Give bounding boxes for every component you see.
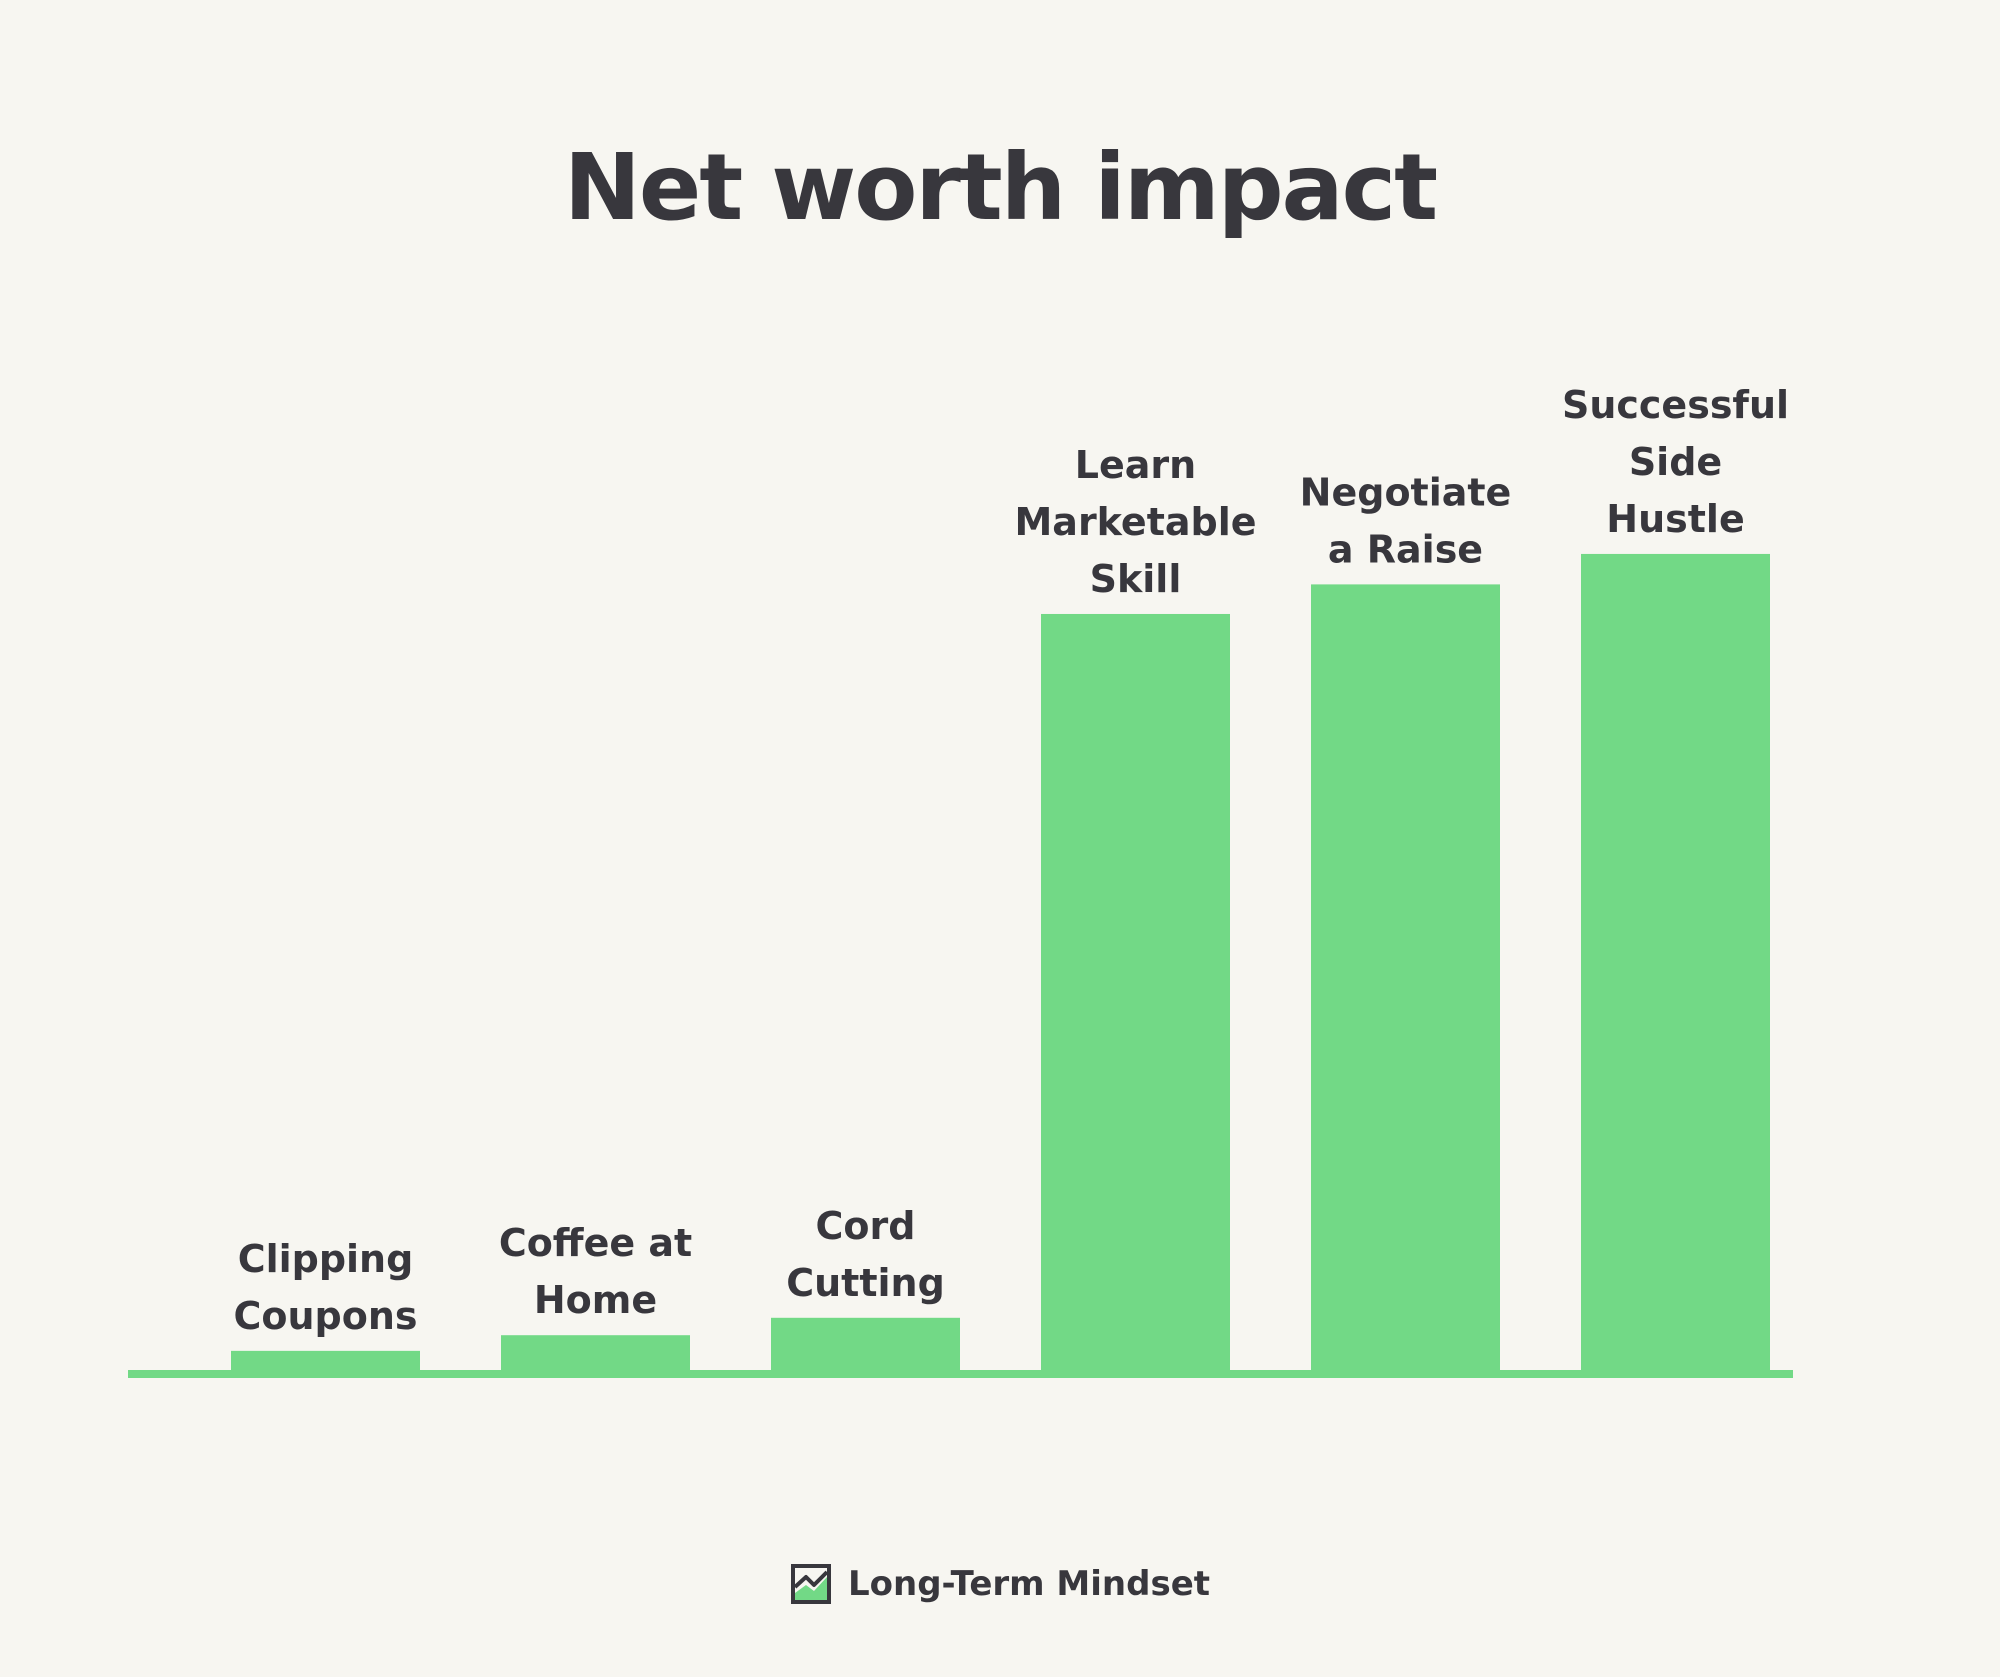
bar-label-line: Cutting [786, 1261, 945, 1305]
bar-label-line: a Raise [1328, 527, 1483, 571]
bar-4 [1311, 584, 1500, 1374]
bar-label-1: Coffee at Home [499, 1221, 692, 1322]
bar-label-line: Coupons [233, 1294, 417, 1338]
bar-label-line: Negotiate [1300, 470, 1512, 514]
x-axis-baseline [128, 1370, 1793, 1378]
bar-label-line: Home [534, 1278, 657, 1322]
bar-label-line: Cord [816, 1204, 916, 1248]
brand-name: Long-Term Mindset [847, 1564, 1211, 1604]
bar-label-5: Successful Side Hustle [1562, 383, 1789, 541]
bar-5 [1581, 553, 1770, 1374]
bar-2 [771, 1317, 960, 1374]
bar-label-4: Negotiate a Raise [1300, 470, 1512, 571]
bar-1 [501, 1335, 690, 1374]
chart-logo-icon [790, 1564, 831, 1604]
bar-label-line: Successful [1562, 383, 1789, 427]
bar-label-2: Cord Cutting [786, 1204, 945, 1305]
bar-label-line: Learn [1075, 443, 1196, 487]
chart-title: Net worth impact [563, 134, 1438, 241]
bar-label-line: Marketable [1014, 500, 1256, 544]
bar-label-line: Skill [1090, 557, 1182, 601]
bar-label-line: Hustle [1606, 497, 1744, 541]
bar-label-line: Side [1629, 440, 1722, 484]
bar-label-3: Learn Marketable Skill [1014, 443, 1256, 601]
bar-3 [1041, 613, 1230, 1374]
brand-footer: Long-Term Mindset [0, 1560, 2000, 1608]
bar-label-line: Coffee at [499, 1221, 692, 1265]
bar-label-0: Clipping Coupons [233, 1237, 417, 1338]
bar-0 [231, 1350, 420, 1374]
bar-label-line: Clipping [238, 1237, 414, 1281]
